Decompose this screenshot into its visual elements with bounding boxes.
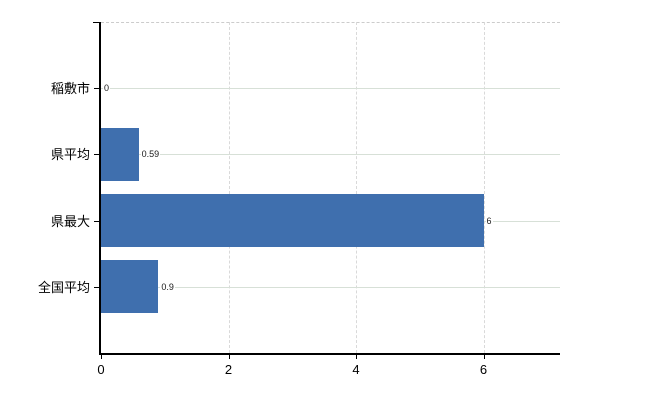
bar-県平均[interactable]: [101, 127, 139, 181]
value-label: 6: [485, 215, 493, 227]
y-axis-tick: [94, 220, 100, 222]
bar-全国平均[interactable]: [101, 260, 159, 314]
x-axis-line: [99, 353, 560, 355]
bar-県最大[interactable]: [101, 194, 484, 248]
x-axis-tick: [483, 355, 485, 359]
plot-top-border: [101, 22, 560, 23]
category-label: 全国平均: [37, 279, 90, 295]
x-tick-label: 0: [97, 362, 105, 377]
y-axis-line: [99, 22, 101, 353]
category-label: 稲敷市: [50, 81, 90, 97]
x-axis-tick: [101, 355, 102, 359]
category-label: 県最大: [50, 213, 90, 229]
value-label: 0.59: [140, 149, 161, 161]
x-axis-tick: [356, 355, 357, 359]
x-gridline: [356, 22, 357, 353]
category-gridline: [101, 286, 560, 288]
category-gridline: [101, 88, 560, 90]
value-label: 0: [103, 83, 111, 95]
value-label: 0.9: [160, 281, 175, 293]
y-axis-tick: [94, 154, 100, 156]
x-gridline: [228, 22, 230, 353]
x-axis-tick: [228, 355, 230, 359]
category-label: 県平均: [50, 147, 90, 163]
y-axis-top-tick: [93, 22, 99, 23]
x-tick-label: 4: [352, 362, 360, 377]
plot-area: [93, 22, 560, 355]
x-tick-label: 6: [479, 362, 488, 377]
y-axis-tick: [94, 286, 100, 288]
category-gridline: [101, 154, 560, 156]
x-gridline: [483, 22, 485, 353]
y-axis-tick: [94, 88, 100, 90]
x-tick-label: 2: [224, 362, 233, 377]
